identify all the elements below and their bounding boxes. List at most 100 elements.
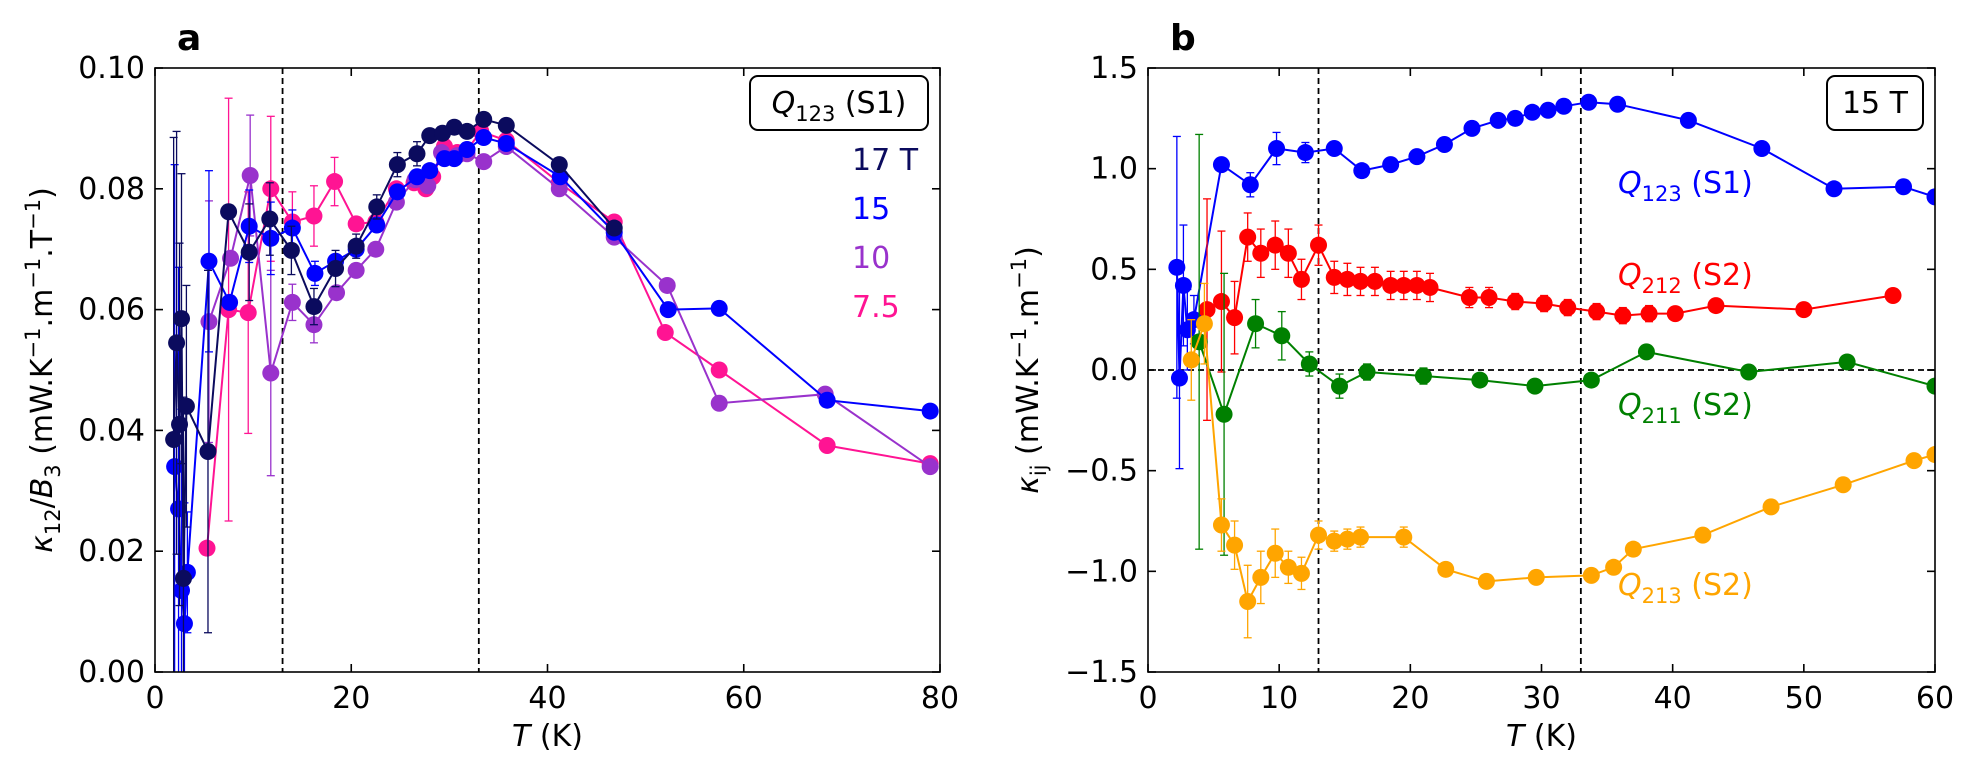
data-point (1212, 516, 1230, 534)
y-axis-label: κ12/B3 (mW.K−1.m−1.T−1) (21, 187, 65, 553)
data-point (165, 430, 183, 448)
x-tick-label: 20 (1391, 681, 1429, 716)
data-point (1795, 301, 1813, 319)
data-point (1605, 558, 1623, 576)
data-point (347, 215, 365, 233)
panel-a: 0 20 40 60 80 0.00 0.02 0.04 0.06 0.08 0.10 T (K) κ1… (21, 18, 959, 754)
data-point (1437, 560, 1455, 578)
data-point (1266, 236, 1284, 254)
data-point (305, 298, 323, 316)
series-line (173, 136, 931, 624)
data-point (261, 210, 279, 228)
data-point (1825, 180, 1843, 198)
data-point (1582, 566, 1600, 584)
data-point (1884, 287, 1902, 305)
data-point (1926, 446, 1935, 464)
data-point (174, 569, 192, 587)
data-point (1408, 148, 1426, 166)
data-point (1666, 305, 1684, 323)
x-tick-label: 40 (1654, 681, 1692, 716)
info-box-label: 15 T (1842, 86, 1909, 121)
data-point (306, 264, 324, 282)
data-point (1338, 270, 1356, 288)
data-point (305, 207, 323, 225)
data-point (710, 299, 728, 317)
data-point (1239, 228, 1257, 246)
y-tick-label: 0.5 (1090, 252, 1138, 287)
data-point (1640, 305, 1658, 323)
series-label: Q123 (S1) (1618, 166, 1753, 206)
data-point (1338, 530, 1356, 548)
panel-b: 0 10 20 30 40 50 60 −1.5 −1.0 −0.5 0.0 0.5 1.0 1.5 T (… (1007, 18, 1954, 754)
data-point (282, 241, 300, 259)
data-point (347, 237, 365, 255)
data-point (328, 284, 346, 302)
x-tick-label: 0 (1138, 681, 1157, 716)
data-point (1325, 268, 1343, 286)
data-point (347, 261, 365, 279)
data-point (1212, 293, 1230, 311)
data-point (408, 168, 426, 186)
data-layer (1168, 93, 1935, 639)
data-point (1609, 95, 1627, 113)
data-point (1241, 176, 1259, 194)
x-tick-label: 80 (921, 681, 959, 716)
x-tick-label: 40 (528, 681, 566, 716)
data-point (168, 334, 186, 352)
data-point (1838, 353, 1856, 371)
data-point (1414, 367, 1432, 385)
panel-letter: b (1170, 18, 1196, 59)
data-point (1273, 327, 1291, 345)
data-point (1358, 363, 1376, 381)
data-point (1351, 528, 1369, 546)
data-point (497, 135, 515, 152)
series-label: Q212 (S2) (1618, 258, 1753, 298)
data-point (1463, 119, 1481, 137)
data-point (710, 361, 728, 379)
data-point (1212, 156, 1230, 174)
data-point (1279, 244, 1297, 262)
data-point (1266, 544, 1284, 562)
data-point (475, 110, 493, 128)
data-point (1489, 111, 1507, 129)
data-point (172, 310, 190, 328)
data-point (1523, 103, 1541, 121)
series-label: Q213 (S2) (1618, 568, 1753, 608)
data-point (1198, 301, 1216, 319)
data-point (1195, 315, 1213, 333)
data-point (239, 304, 257, 322)
info-box (749, 75, 929, 131)
data-point (1382, 156, 1400, 174)
data-point (475, 128, 493, 146)
data-point (497, 116, 515, 134)
legend-entry: 17 T (852, 143, 919, 178)
data-point (1506, 293, 1524, 311)
data-point (1506, 109, 1524, 127)
series-line (206, 130, 931, 549)
data-point (458, 122, 476, 140)
y-tick-label: 1.0 (1090, 152, 1138, 187)
data-point (1292, 564, 1310, 582)
y-tick-label: 0.06 (78, 293, 145, 328)
data-point (1679, 111, 1697, 129)
data-point (388, 183, 406, 201)
data-point (1190, 333, 1208, 351)
x-tick-label: 30 (1522, 681, 1560, 716)
data-point (1460, 289, 1478, 307)
data-point (1435, 136, 1453, 154)
data-point (1279, 558, 1297, 576)
series-q123-s1- (1168, 93, 1935, 470)
data-point (1527, 568, 1545, 586)
data-point (220, 203, 238, 221)
data-point (198, 539, 216, 557)
data-point (1694, 526, 1712, 544)
data-point (241, 167, 259, 185)
x-tick-label: 50 (1785, 681, 1823, 716)
data-point (1252, 244, 1270, 262)
data-point (1292, 270, 1310, 288)
data-point (1834, 476, 1852, 494)
data-point (1252, 568, 1270, 586)
data-point (1331, 377, 1349, 395)
data-point (1366, 272, 1384, 290)
